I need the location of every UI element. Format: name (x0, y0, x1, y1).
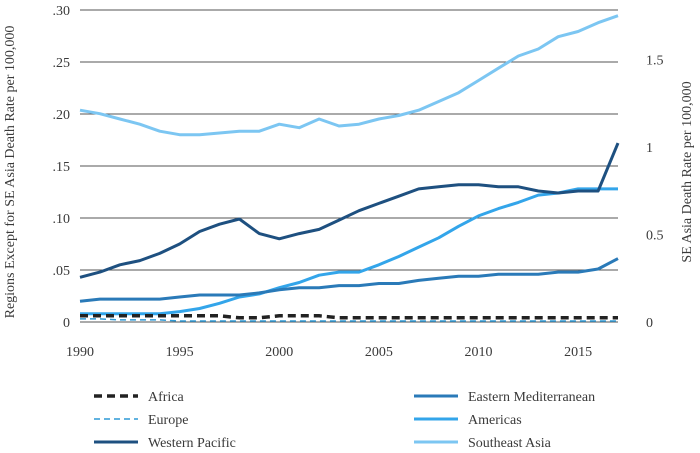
series-line-western-pacific (79, 142, 620, 279)
legend-label: Africa (148, 390, 185, 405)
x-tick-label: 2005 (365, 345, 393, 360)
legend-label: Europe (148, 413, 188, 428)
y-right-tick-label: 0 (646, 316, 653, 331)
x-tick-label: 1990 (66, 345, 94, 360)
y-left-tick-label: .10 (53, 212, 71, 227)
series-line-eastern-mediterranean (79, 257, 619, 303)
x-tick-label: 2015 (564, 345, 592, 360)
y-left-tick-label: .20 (53, 108, 71, 123)
legend-label: Western Pacific (148, 436, 236, 451)
legend-item-southeast-asia: Southeast Asia (414, 436, 552, 451)
y-left-tick-label: 0 (63, 316, 70, 331)
x-tick-label: 2000 (265, 345, 293, 360)
series-lines (79, 14, 620, 322)
y-right-tick-label: 0.5 (646, 228, 664, 243)
y-right-tick-label: 1.5 (646, 53, 664, 68)
legend: Africa Eastern Mediterranean Europe America… (94, 390, 595, 451)
legend-item-africa: Africa (94, 390, 185, 405)
legend-item-western-pacific: Western Pacific (94, 436, 236, 451)
series-line-africa (80, 314, 618, 320)
tick-labels: 0 .05 .10 .15 .20 .25 .30 0 0.5 1 1.5 1990 1995 2000 2… (53, 4, 664, 360)
legend-label: Americas (468, 413, 522, 428)
y-left-tick-label: .05 (53, 264, 71, 279)
y-left-tick-label: .30 (53, 4, 71, 19)
legend-item-eastern-mediterranean: Eastern Mediterranean (414, 390, 595, 405)
legend-item-europe: Europe (94, 413, 188, 428)
gridlines (80, 9, 618, 323)
x-tick-label: 1995 (166, 345, 194, 360)
legend-item-americas: Americas (414, 413, 522, 428)
series-line-southeast-asia (79, 14, 619, 137)
y-left-tick-label: .25 (53, 56, 71, 71)
y-axis-left-title: Regions Except for SE Asia Death Rate pe… (3, 26, 18, 319)
y-axis-right-title: SE Asia Death Rate per 100,000 (680, 81, 695, 262)
y-left-tick-label: .15 (53, 160, 71, 175)
legend-label: Eastern Mediterranean (468, 390, 595, 405)
series-line-americas (80, 187, 618, 316)
x-tick-label: 2010 (465, 345, 493, 360)
y-right-tick-label: 1 (646, 141, 653, 156)
legend-label: Southeast Asia (468, 436, 552, 451)
